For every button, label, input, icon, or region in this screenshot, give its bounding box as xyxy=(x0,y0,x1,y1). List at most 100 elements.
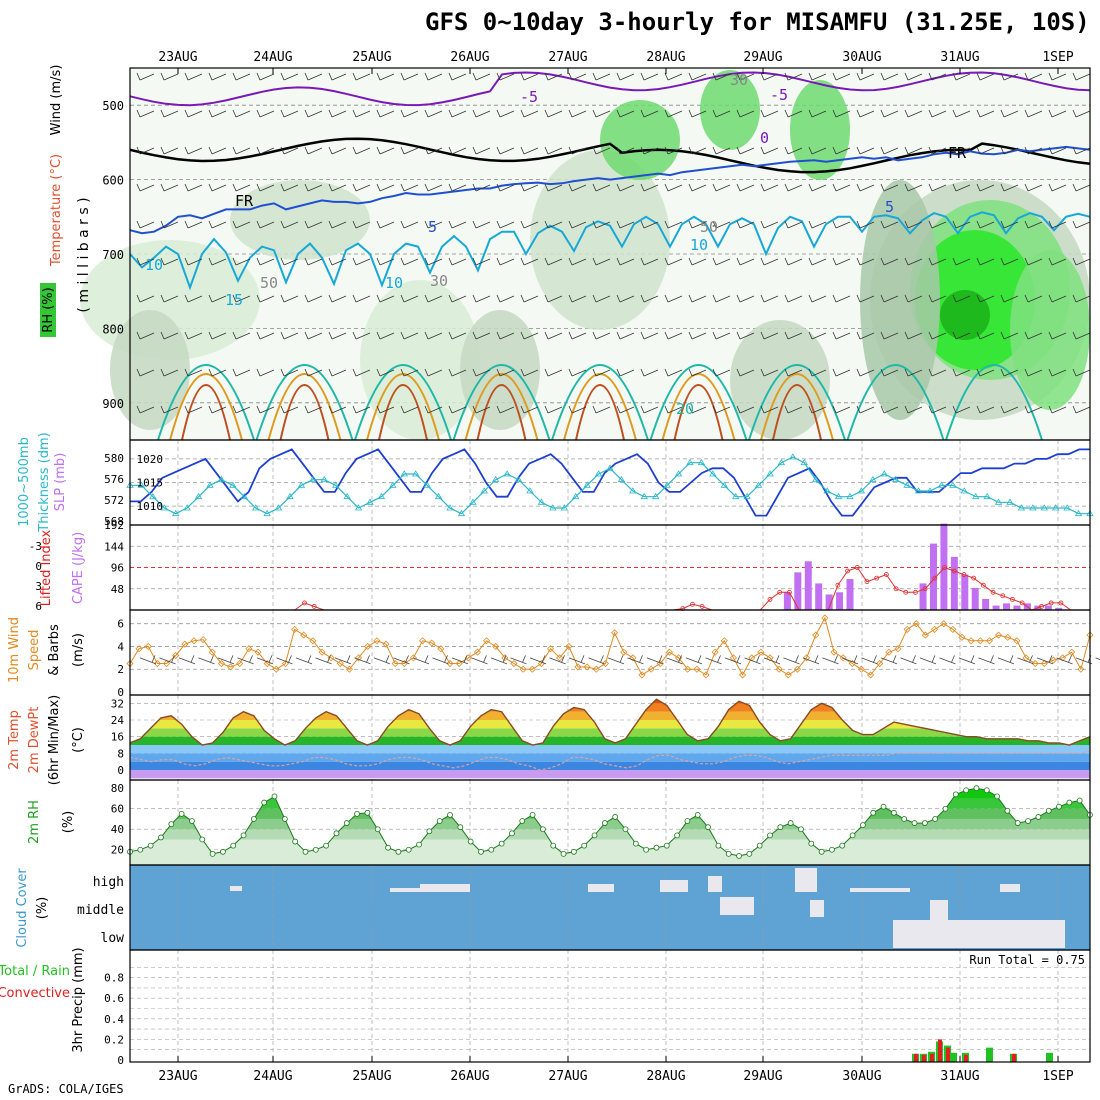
surface-wind-barb xyxy=(549,655,566,665)
wind-barb xyxy=(160,257,179,266)
surface-wind-barb xyxy=(919,655,937,665)
rh-point xyxy=(632,840,639,847)
wind-speed-point xyxy=(199,636,207,644)
rh-point xyxy=(715,842,722,849)
y-tick-label: 0 xyxy=(117,1054,124,1067)
surface-wind-barb xyxy=(276,655,293,665)
temperature-band xyxy=(130,761,1090,770)
lifted-index-point xyxy=(690,601,695,607)
wind-barb xyxy=(760,220,779,229)
wind-barb xyxy=(640,331,659,340)
footer-credit: GrADS: COLA/IGES xyxy=(8,1082,124,1096)
cape-bar xyxy=(783,592,791,610)
rh-point xyxy=(158,834,164,841)
temperature-band xyxy=(130,703,1090,712)
lifted-index-point xyxy=(883,572,889,577)
wind-barb xyxy=(184,183,203,192)
cape-bar xyxy=(1044,605,1052,610)
thickness-point xyxy=(217,475,226,483)
rh-panel-label: 2m RH xyxy=(27,800,42,844)
wind-speed-point xyxy=(547,645,555,653)
rh-point xyxy=(767,832,773,839)
rh-point xyxy=(581,842,588,849)
lifted-index-point xyxy=(1039,604,1044,609)
rh-point xyxy=(230,842,237,849)
wind-barb xyxy=(1000,294,1019,303)
wind-barb xyxy=(424,257,443,266)
surface-wind-barb xyxy=(724,655,742,665)
surface-wind-barb xyxy=(939,655,956,665)
temperature-arch-contour xyxy=(772,384,822,441)
wind-barb xyxy=(664,72,683,81)
wind-panel-label-1: 10m Wind xyxy=(7,617,22,683)
wind-barb xyxy=(928,72,947,81)
wind-barb xyxy=(256,368,275,377)
precip-total-bar xyxy=(986,1047,993,1062)
rh-point xyxy=(333,830,340,837)
wind-speed-point xyxy=(620,648,628,656)
y-tick-label: 1020 xyxy=(137,453,164,466)
wind-barb xyxy=(136,331,155,340)
surface-wind-barb xyxy=(1056,655,1073,665)
wind-barb xyxy=(1048,405,1067,414)
wind-barb xyxy=(880,294,899,303)
wind-speed-point xyxy=(912,620,920,628)
wind-barb xyxy=(736,331,755,340)
wind-barb xyxy=(664,183,683,192)
wind-speed-point xyxy=(208,648,216,656)
cloud-block xyxy=(795,868,817,892)
wind-barb xyxy=(232,294,251,303)
wind-speed-point xyxy=(446,659,454,668)
wind-barb xyxy=(496,109,515,118)
wind-barb xyxy=(808,146,827,155)
rh-point xyxy=(374,826,381,833)
wind-speed-point xyxy=(903,625,911,633)
temp-panel-label-1: 2m Temp xyxy=(7,710,22,770)
thickness-point xyxy=(572,492,580,500)
temperature-arch-contour xyxy=(464,373,539,441)
wind-barb xyxy=(160,220,179,229)
wind-barb xyxy=(208,220,227,229)
wind-barb xyxy=(736,146,755,155)
wind-barb xyxy=(448,183,467,192)
thickness-point xyxy=(229,481,237,488)
thickness-point xyxy=(583,481,591,488)
wind-barb xyxy=(472,294,491,303)
rh-point xyxy=(1004,807,1011,814)
wind-barb xyxy=(760,405,779,414)
rh-point xyxy=(694,811,701,818)
x-tick-label-top: 27AUG xyxy=(548,50,587,65)
wind-barb xyxy=(616,183,635,192)
y-tick-label: 800 xyxy=(102,322,124,336)
rh-point xyxy=(994,793,1000,800)
contour-label: 10 xyxy=(385,274,403,292)
wind-barb xyxy=(688,331,707,340)
wind-barb xyxy=(664,294,683,303)
wind-barb xyxy=(976,72,995,81)
surface-wind-barb xyxy=(490,655,508,665)
page-title: GFS 0~10day 3-hourly for MISAMFU (31.25E… xyxy=(425,8,1090,36)
wind-barb xyxy=(976,368,995,377)
temperature-5-line xyxy=(129,145,1091,235)
thickness-point xyxy=(903,481,911,488)
wind-barb xyxy=(208,331,227,340)
rh-shading-blob xyxy=(700,70,760,150)
wind-barb xyxy=(448,109,467,118)
wind-barb xyxy=(424,183,443,192)
wind-barb xyxy=(880,109,899,118)
wind-barb xyxy=(928,257,947,266)
wind-barb xyxy=(616,109,635,118)
wind-barb xyxy=(664,257,683,266)
rh-point xyxy=(281,816,288,822)
surface-wind-barb xyxy=(178,655,196,665)
wind-speed-point xyxy=(967,637,975,645)
rh-point xyxy=(890,809,897,816)
x-tick-label-top: 24AUG xyxy=(253,50,292,65)
wind-barb xyxy=(1048,183,1067,192)
wind-barb xyxy=(184,294,203,303)
surface-wind-barb xyxy=(802,655,820,665)
thickness-point xyxy=(537,498,546,505)
thickness-point xyxy=(743,492,751,500)
wind-barb xyxy=(688,257,707,266)
y-tick-label: 700 xyxy=(102,248,124,262)
